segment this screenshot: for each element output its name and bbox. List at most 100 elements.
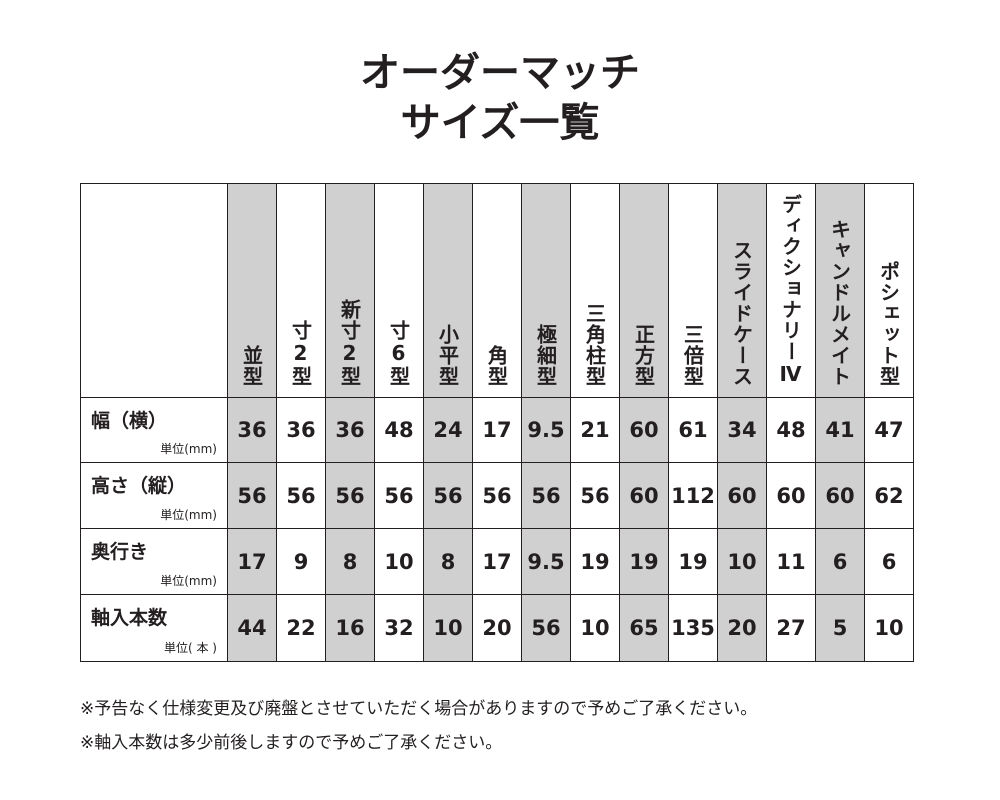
cell-value: 17 (472, 528, 522, 595)
cell-value: 5 (815, 594, 865, 662)
column-header: 極細型 (521, 183, 571, 398)
column-label: 小平型 (435, 324, 460, 387)
cell-value: 6 (864, 528, 914, 595)
column-label: 寸6型 (386, 320, 411, 387)
cell-value: 56 (325, 462, 375, 529)
cell-value: 20 (472, 594, 522, 662)
cell-value: 60 (717, 462, 767, 529)
cell-value: 19 (619, 528, 669, 595)
cell-value: 48 (766, 397, 816, 463)
cell-value: 47 (864, 397, 914, 463)
cell-value: 19 (570, 528, 620, 595)
column-header: ポシェット型 (864, 183, 914, 398)
cell-value: 16 (325, 594, 375, 662)
column-label: スライドケース (729, 240, 754, 387)
row-unit: 単位( 本 ) (164, 641, 217, 655)
column-header: 寸6型 (374, 183, 424, 398)
cell-value: 56 (521, 594, 571, 662)
cell-value: 62 (864, 462, 914, 529)
cell-value: 56 (570, 462, 620, 529)
cell-value: 36 (325, 397, 375, 463)
table-row: 高さ（縦） 単位(mm) 56 56 56 56 56 56 56 56 60 112 60 60 60 62 (80, 462, 914, 529)
cell-value: 56 (374, 462, 424, 529)
cell-value: 9.5 (521, 397, 571, 463)
row-label: 幅（横） (91, 410, 168, 432)
column-label: 角型 (484, 345, 509, 387)
cell-value: 32 (374, 594, 424, 662)
row-header: 奥行き 単位(mm) (80, 528, 228, 595)
column-header: スライドケース (717, 183, 767, 398)
cell-value: 6 (815, 528, 865, 595)
cell-value: 10 (423, 594, 473, 662)
cell-value: 56 (276, 462, 326, 529)
column-label: 正方型 (631, 324, 656, 387)
cell-value: 56 (227, 462, 277, 529)
cell-value: 21 (570, 397, 620, 463)
cell-value: 10 (374, 528, 424, 595)
row-label: 高さ（縦） (91, 475, 187, 497)
cell-value: 8 (423, 528, 473, 595)
cell-value: 11 (766, 528, 816, 595)
cell-value: 60 (766, 462, 816, 529)
cell-value: 44 (227, 594, 277, 662)
row-unit: 単位(mm) (160, 574, 217, 588)
row-label: 奥行き (91, 541, 149, 563)
cell-value: 56 (472, 462, 522, 529)
title: オーダーマッチ (360, 50, 640, 96)
column-label: 並型 (239, 345, 264, 387)
row-unit: 単位(mm) (160, 508, 217, 522)
column-label: ディクショナリーⅣ (778, 194, 803, 387)
cell-value: 9 (276, 528, 326, 595)
title: サイズ一覧 (400, 100, 600, 146)
column-header: 角型 (472, 183, 522, 398)
cell-value: 56 (423, 462, 473, 529)
column-header: 寸2型 (276, 183, 326, 398)
row-unit: 単位(mm) (160, 442, 217, 456)
cell-value: 20 (717, 594, 767, 662)
cell-value: 24 (423, 397, 473, 463)
column-header: 並型 (227, 183, 277, 398)
cell-value: 19 (668, 528, 718, 595)
cell-value: 10 (864, 594, 914, 662)
row-header: 高さ（縦） 単位(mm) (80, 462, 228, 529)
cell-value: 135 (668, 594, 718, 662)
cell-value: 8 (325, 528, 375, 595)
column-label: 新寸2型 (337, 299, 362, 387)
cell-value: 48 (374, 397, 424, 463)
cell-value: 27 (766, 594, 816, 662)
column-header: 新寸2型 (325, 183, 375, 398)
cell-value: 61 (668, 397, 718, 463)
table-row: 軸入本数 単位( 本 ) 44 22 16 32 10 20 56 10 65 135 20 27 5 10 (80, 594, 914, 662)
column-header: 小平型 (423, 183, 473, 398)
column-header: ディクショナリーⅣ (766, 183, 816, 398)
cell-value: 36 (276, 397, 326, 463)
column-label: 三角柱型 (582, 303, 607, 387)
column-label: ポシェット型 (876, 261, 901, 387)
header-row: 並型 寸2型 新寸2型 寸6型 小平型 角型 極細型 三角柱型 正方型 三倍型 スライドケース ディク… (80, 183, 914, 398)
corner-cell (80, 183, 228, 398)
cell-value: 60 (619, 397, 669, 463)
row-header: 幅（横） 単位(mm) (80, 397, 228, 463)
column-header: 三角柱型 (570, 183, 620, 398)
column-label: 三倍型 (680, 324, 705, 387)
size-table: 並型 寸2型 新寸2型 寸6型 小平型 角型 極細型 三角柱型 正方型 三倍型 スライドケース ディク… (80, 183, 914, 662)
cell-value: 22 (276, 594, 326, 662)
column-header: 三倍型 (668, 183, 718, 398)
note: ※予告なく仕様変更及び廃盤とさせていただく場合がありますので予めご了承ください。 (80, 699, 758, 719)
cell-value: 60 (619, 462, 669, 529)
cell-value: 17 (227, 528, 277, 595)
column-label: 極細型 (533, 324, 558, 387)
cell-value: 10 (717, 528, 767, 595)
cell-value: 34 (717, 397, 767, 463)
note: ※軸入本数は多少前後しますので予めご了承ください。 (80, 733, 503, 753)
row-header: 軸入本数 単位( 本 ) (80, 594, 228, 662)
cell-value: 10 (570, 594, 620, 662)
cell-value: 41 (815, 397, 865, 463)
column-label: キャンドルメイト (827, 219, 852, 387)
cell-value: 36 (227, 397, 277, 463)
cell-value: 112 (668, 462, 718, 529)
table-row: 幅（横） 単位(mm) 36 36 36 48 24 17 9.5 21 60 61 34 48 41 47 (80, 397, 914, 463)
cell-value: 17 (472, 397, 522, 463)
column-header: 正方型 (619, 183, 669, 398)
